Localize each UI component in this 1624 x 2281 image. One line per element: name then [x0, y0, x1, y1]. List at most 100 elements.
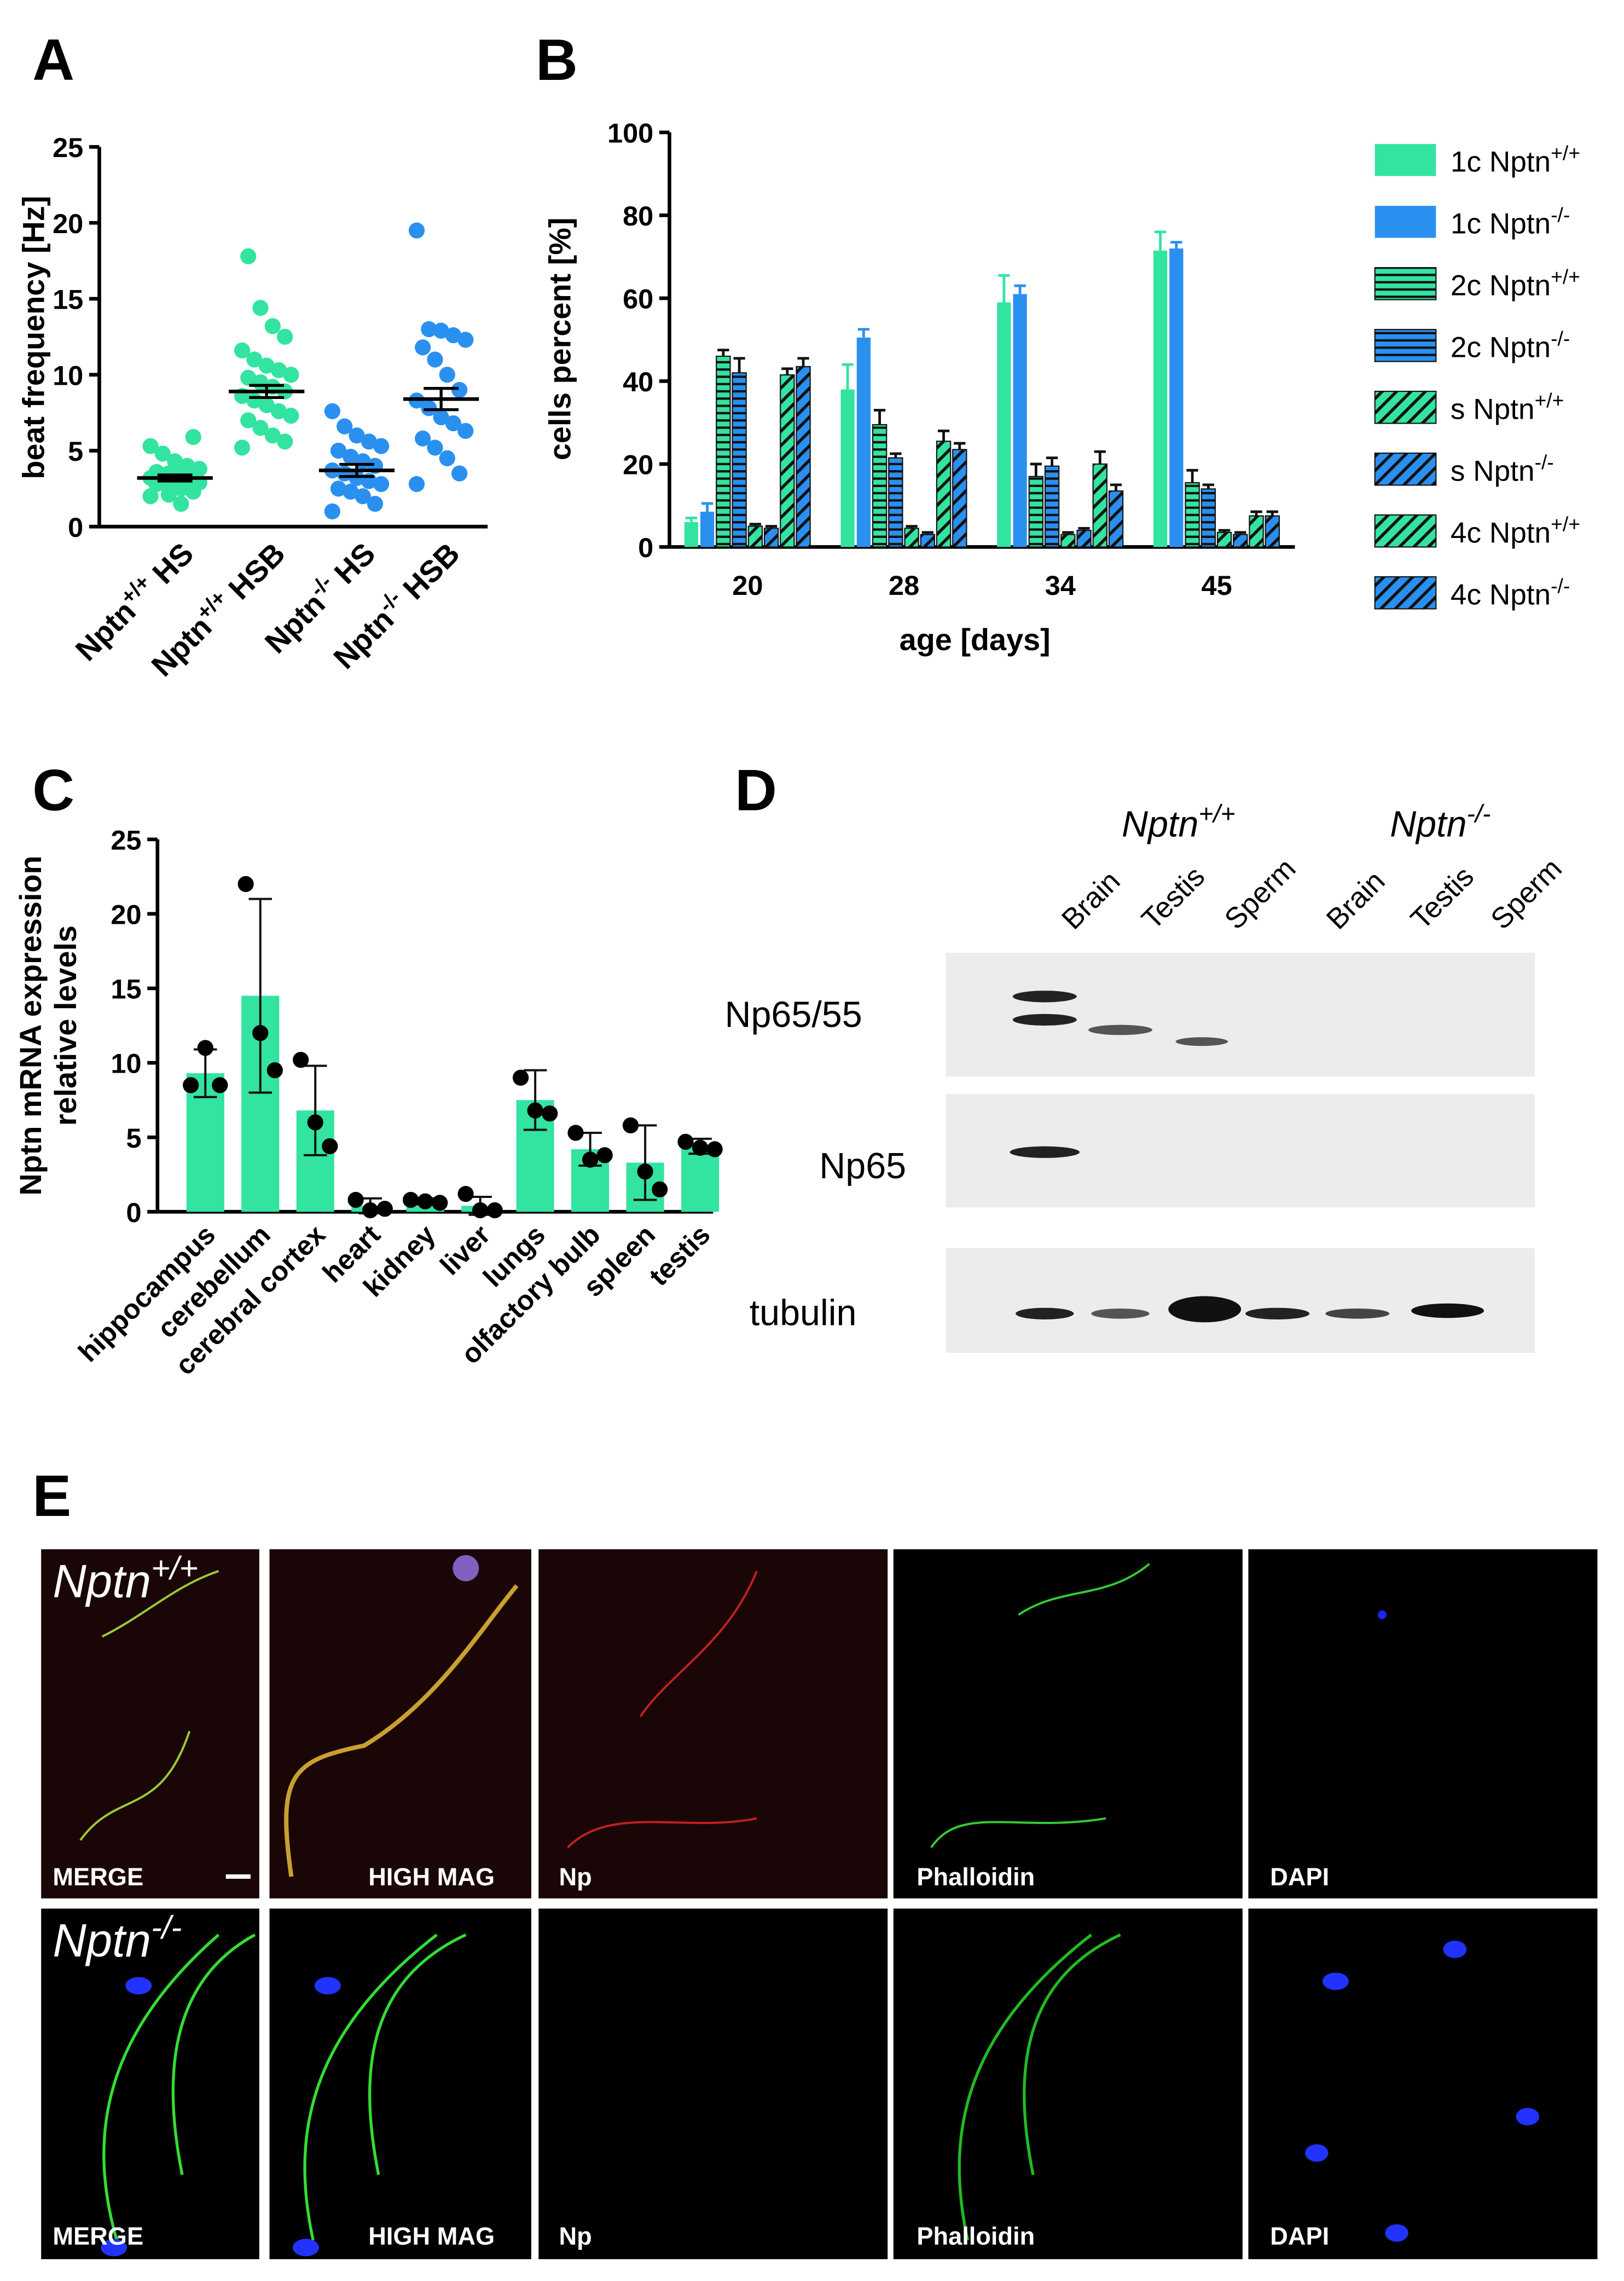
data-point [362, 1202, 379, 1219]
data-point [277, 433, 293, 450]
error-bar [1186, 468, 1198, 483]
bar [1076, 530, 1092, 548]
bar [1169, 248, 1184, 547]
x-axis-label: age [days] [900, 622, 1051, 657]
data-point [252, 300, 269, 316]
data-point [283, 408, 299, 424]
data-point [408, 476, 425, 493]
nucleus [314, 1977, 341, 1995]
sperm-tail [567, 1571, 758, 1849]
lane-label: Sperm [1484, 852, 1568, 935]
error-bar [1030, 462, 1042, 477]
data-point [258, 357, 275, 374]
data-point [191, 461, 208, 477]
legend-label: s Nptn-/- [1451, 451, 1554, 488]
data-point [324, 503, 340, 520]
data-point [264, 427, 281, 444]
error-bar [685, 517, 698, 523]
micrograph-row-label: Nptn+/+ [53, 1549, 198, 1608]
error-bar [1218, 529, 1231, 532]
data-point [246, 351, 263, 368]
error-bar [998, 274, 1010, 303]
bar [796, 366, 811, 548]
band [1016, 1307, 1074, 1319]
error-bar [733, 357, 745, 373]
data-point [277, 328, 293, 345]
micrograph-label: MERGE [53, 2222, 143, 2250]
y-tick-label: 10 [53, 360, 83, 391]
bar [952, 449, 967, 548]
micrograph-label: HIGH MAG [368, 1863, 495, 1891]
nucleus [1443, 1940, 1467, 1958]
data-point [361, 433, 377, 450]
bar [1185, 482, 1200, 548]
error-bar [1110, 483, 1122, 491]
error-bar [937, 429, 950, 442]
micrograph [538, 1549, 888, 1898]
error-bar [1014, 284, 1026, 294]
legend-label: 2c Nptn-/- [1451, 327, 1570, 364]
data-point [486, 1202, 503, 1219]
y-tick-label: 15 [111, 974, 141, 1005]
x-tick-label: 20 [732, 570, 763, 601]
data-point [234, 439, 251, 456]
y-tick-label: 0 [68, 512, 83, 543]
data-point [322, 1138, 338, 1155]
x-tick-label: 34 [1045, 570, 1076, 601]
panel-label: A [32, 27, 74, 92]
bar [936, 441, 952, 548]
data-point [343, 448, 359, 465]
x-tick-label: testis [643, 1219, 716, 1292]
error-bar [523, 1069, 547, 1131]
band [1245, 1307, 1310, 1319]
bar [763, 528, 779, 548]
y-axis-label: cells percent [%] [543, 218, 577, 461]
y-tick-label: 60 [623, 283, 653, 315]
legend-swatch [1374, 329, 1437, 362]
y-tick-label: 5 [126, 1122, 141, 1154]
sperm-tail [930, 1562, 1150, 1848]
y-tick-label: 80 [623, 200, 653, 231]
data-point [252, 1024, 269, 1041]
blot-row-label: tubulin [750, 1293, 857, 1334]
bar [1200, 488, 1216, 548]
panel-label: D [735, 758, 777, 823]
bar [700, 512, 715, 547]
data-point [376, 1201, 393, 1217]
legend-label: 1c Nptn+/+ [1451, 142, 1580, 178]
micrograph [1248, 1908, 1598, 2260]
data-point [373, 438, 390, 454]
micrograph-label: Np [559, 2222, 591, 2250]
data-point [142, 488, 159, 505]
data-point [270, 362, 287, 379]
micrograph [893, 1908, 1243, 2260]
data-point [240, 248, 257, 264]
error-bar [749, 523, 761, 526]
data-point [512, 1069, 529, 1086]
legend-swatch [1374, 144, 1436, 176]
data-point [472, 1202, 489, 1219]
data-point [427, 439, 443, 456]
data-point [582, 1151, 599, 1168]
legend-swatch [1374, 206, 1436, 238]
data-point [324, 403, 340, 419]
data-point [349, 427, 365, 444]
data-point [433, 409, 449, 426]
sperm-tail [284, 1584, 519, 1877]
data-point [433, 322, 449, 339]
micrograph [41, 1908, 259, 2260]
data-point [421, 400, 437, 416]
band [1168, 1296, 1242, 1323]
bar [684, 522, 698, 547]
error-bar [781, 367, 793, 375]
data-point [337, 418, 353, 435]
error-bar [1170, 241, 1182, 249]
data-point [373, 476, 390, 493]
nucleus [1378, 1610, 1387, 1619]
micrograph-label: Phalloidin [917, 1863, 1035, 1891]
lane-label: Sperm [1219, 852, 1302, 935]
data-point [293, 1051, 309, 1068]
band [1012, 1014, 1077, 1026]
bar [872, 424, 888, 548]
data-point [415, 430, 431, 447]
